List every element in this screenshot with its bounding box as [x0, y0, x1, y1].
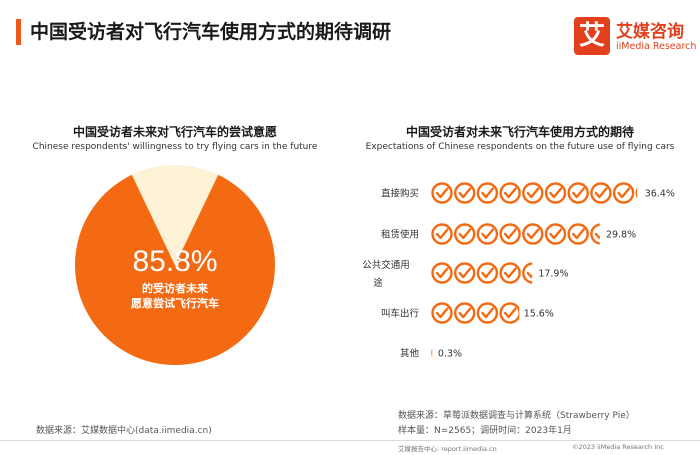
icon-unit [499, 302, 520, 324]
source-right: 数据来源：草莓派数据调查与计算系统（Strawberry Pie） 样本量：N=… [398, 409, 635, 439]
row-value-label: 29.8% [606, 230, 636, 241]
row-value-label: 15.6% [524, 309, 554, 320]
source-right-line1: 数据来源：草莓派数据调查与计算系统（Strawberry Pie） [398, 411, 635, 421]
pie-description: 的受访者未来 愿意尝试飞行汽车 [100, 281, 250, 311]
logo-text-cn: 艾媒咨询 [616, 22, 684, 42]
right-chart-subtitle: Expectations of Chinese respondents on t… [365, 142, 675, 152]
icon-unit [544, 223, 567, 245]
icon-unit [544, 182, 567, 204]
row-category-label: 直接购买 [381, 188, 419, 200]
usage-row: 叫车出行 15.6% [381, 302, 554, 324]
row-category-label: 叫车出行 [381, 308, 420, 320]
icon-unit [476, 182, 499, 204]
icon-unit [454, 302, 476, 324]
icon-unit [454, 262, 476, 284]
source-right-line2: 样本量：N=2565；调研时间：2023年1月 [398, 426, 572, 436]
pie-description-line1: 的受访者未来 [142, 282, 208, 295]
icon-unit [476, 262, 499, 284]
title-accent-bar [16, 19, 21, 45]
icon-unit [476, 302, 499, 324]
usage-row: 直接购买 36.4% [381, 182, 675, 204]
footer-divider [0, 440, 700, 441]
row-category-label: 租赁使用 [381, 229, 419, 241]
icon-unit [454, 223, 476, 245]
icon-unit [431, 262, 453, 284]
row-value-label: 36.4% [645, 189, 675, 200]
icon-unit [499, 223, 521, 245]
icon-unit [499, 182, 521, 204]
source-left: 数据来源：艾媒数据中心(data.iimedia.cn) [36, 426, 212, 436]
willingness-pie-chart [74, 165, 275, 365]
usage-row: 其他 0.3% [400, 348, 462, 360]
icon-unit [431, 302, 453, 324]
row-category-label: 其他 [400, 348, 420, 360]
icon-unit [612, 182, 635, 204]
pie-slice-0 [74, 174, 275, 365]
iimedia-logo: 艾 艾媒咨询 iiMedia Research [574, 15, 696, 59]
pie-slice-1 [131, 165, 219, 265]
icon-unit [567, 182, 589, 204]
left-chart-subtitle: Chinese respondents' willingness to try … [32, 142, 318, 152]
icon-unit [454, 182, 476, 204]
footer-copyright: ©2023 iiMedia Research Inc [572, 443, 664, 451]
icon-unit [499, 262, 521, 284]
pie-value-label: 85.8% [132, 245, 218, 278]
icon-unit [522, 262, 533, 284]
icon-unit [567, 223, 589, 245]
usage-row: 租赁使用 29.8% [381, 223, 636, 245]
icon-unit [635, 187, 638, 199]
icon-unit [590, 223, 600, 245]
right-chart-title: 中国受访者对未来飞行汽车使用方式的期待 [405, 125, 634, 139]
row-category-label: 公共交通用 [362, 259, 410, 271]
row-value-label: 17.9% [538, 269, 568, 280]
pie-description-line2: 愿意尝试飞行汽车 [131, 297, 219, 310]
icon-unit [522, 223, 544, 245]
icon-unit [431, 182, 453, 204]
logo-mark: 艾 [574, 17, 610, 55]
left-chart-title: 中国受访者未来对飞行汽车的尝试意愿 [72, 125, 277, 139]
icon-unit [476, 223, 499, 245]
logo-text-en: iiMedia Research [616, 41, 697, 52]
footer-report-link[interactable]: 艾媒报告中心: report.iimedia.cn [398, 445, 497, 453]
icon-unit [431, 223, 453, 245]
row-category-label-cont: 途 [373, 277, 383, 289]
icon-unit [522, 182, 544, 204]
page-title: 中国受访者对飞行汽车使用方式的期待调研 [30, 21, 392, 43]
row-value-label: 0.3% [438, 349, 462, 360]
icon-unit [590, 182, 612, 204]
